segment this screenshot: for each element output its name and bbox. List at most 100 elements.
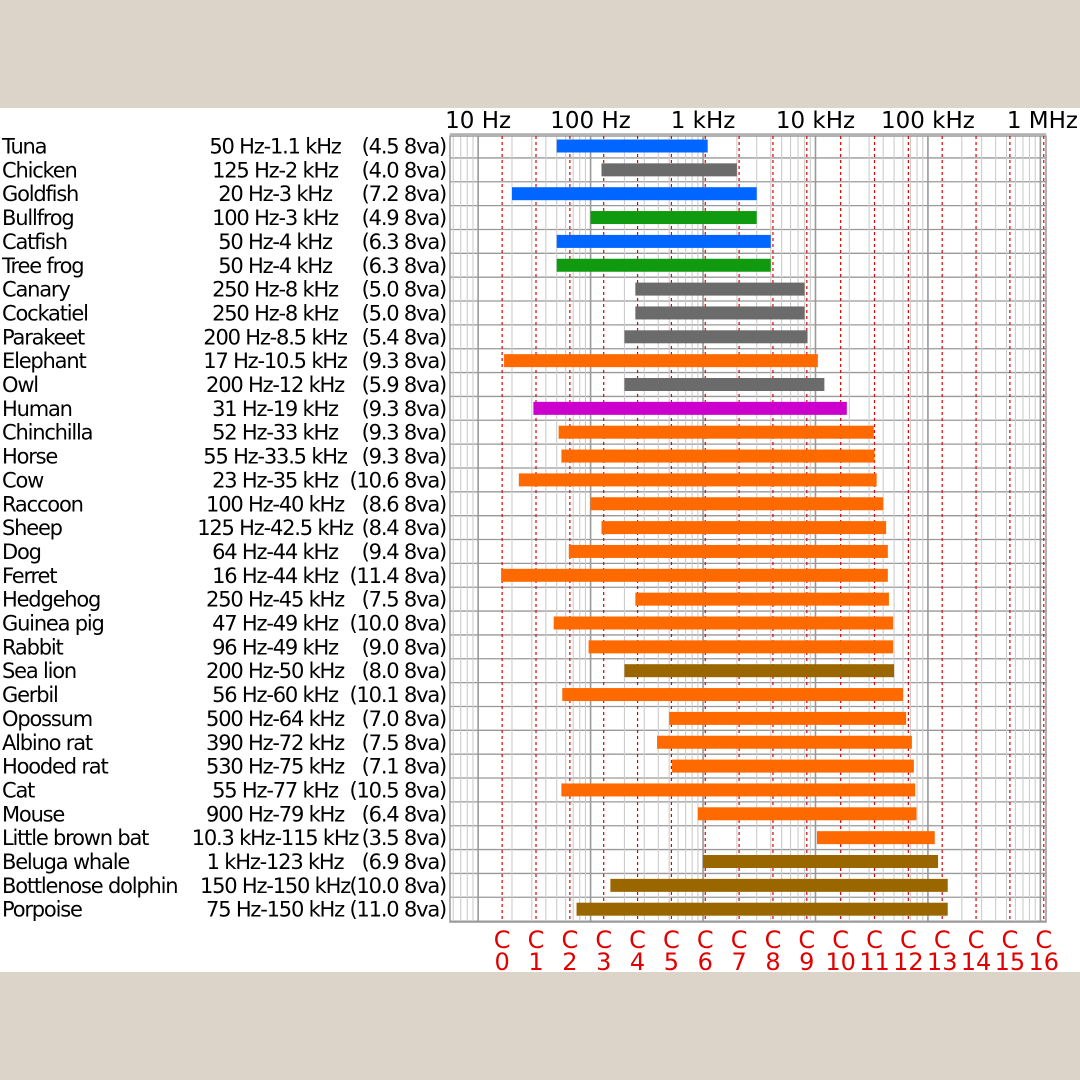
octave-note-letter: C	[968, 926, 985, 954]
range-label: 47 Hz-49 kHz	[212, 612, 339, 636]
animal-name: Elephant	[2, 349, 86, 373]
range-label: 1 kHz-123 kHz	[207, 850, 345, 874]
octave-count-label: (7.0 8va)	[362, 707, 446, 731]
animal-name: Gerbil	[2, 683, 58, 707]
octave-note-number: 9	[799, 948, 814, 972]
octave-note-number: 8	[765, 948, 780, 972]
animal-name: Cow	[2, 468, 44, 492]
octave-count-label: (6.9 8va)	[362, 850, 446, 874]
range-label: 17 Hz-10.5 kHz	[203, 349, 348, 373]
range-bar	[576, 902, 948, 916]
octave-count-label: (5.4 8va)	[362, 325, 446, 349]
octave-note-number: 13	[927, 948, 958, 972]
octave-note-number: 12	[893, 948, 924, 972]
octave-count-label: (11.0 8va)	[350, 898, 446, 922]
octave-note-number: 3	[596, 948, 611, 972]
octave-count-label: (9.0 8va)	[362, 635, 446, 659]
range-bar	[816, 831, 935, 845]
animal-name: Bullfrog	[2, 206, 74, 230]
animal-name: Little brown bat	[2, 826, 149, 850]
octave-count-label: (10.0 8va)	[350, 874, 446, 898]
octave-note-number: 0	[495, 948, 510, 972]
range-bar	[624, 378, 825, 391]
animal-name: Dog	[2, 540, 41, 564]
octave-note-letter: C	[900, 926, 917, 954]
octave-count-label: (8.6 8va)	[362, 492, 446, 516]
animal-name: Tuna	[1, 135, 46, 159]
octave-count-label: (4.0 8va)	[362, 158, 446, 182]
range-label: 250 Hz-8 kHz	[212, 278, 339, 302]
range-label: 200 Hz-50 kHz	[206, 659, 345, 683]
octave-note-letter: C	[1002, 926, 1019, 954]
range-bar	[533, 401, 847, 415]
octave-count-label: (3.5 8va)	[362, 826, 446, 850]
octave-count-label: (9.3 8va)	[362, 349, 446, 373]
x-tick-label: 10 kHz	[776, 108, 855, 134]
range-label: 100 Hz-3 kHz	[212, 206, 339, 230]
range-bar	[669, 711, 907, 725]
octave-note-number: 5	[664, 948, 679, 972]
x-tick-label: 100 kHz	[881, 108, 975, 134]
octave-note-letter: C	[934, 926, 951, 954]
octave-count-label: (10.1 8va)	[350, 683, 446, 707]
octave-count-label: (7.1 8va)	[362, 755, 446, 779]
range-label: 55 Hz-77 kHz	[212, 778, 339, 802]
octave-note-labels: C0C1C2C3C4C5C6C7C8C9C10C11C12C13C14C15C1…	[494, 926, 1059, 972]
octave-count-label: (5.9 8va)	[362, 373, 446, 397]
animal-name: Albino rat	[2, 731, 93, 755]
octave-note-number: 7	[731, 948, 746, 972]
octave-note-number: 2	[562, 948, 577, 972]
animal-name: Ferret	[2, 564, 57, 588]
range-bar	[601, 163, 737, 177]
octave-count-label: (10.0 8va)	[350, 612, 446, 636]
range-bar	[561, 449, 875, 463]
range-label: 50 Hz-1.1 kHz	[209, 135, 341, 159]
animal-name: Goldfish	[2, 182, 78, 206]
octave-note-number: 15	[995, 948, 1026, 972]
range-label: 23 Hz-35 kHz	[212, 468, 339, 492]
animal-name: Owl	[2, 373, 38, 397]
range-label: 125 Hz-2 kHz	[212, 158, 339, 182]
octave-note-letter: C	[765, 926, 782, 954]
animal-name: Cat	[2, 778, 35, 802]
octave-count-label: (5.0 8va)	[362, 278, 446, 302]
x-tick-label: 10 Hz	[445, 108, 511, 134]
range-bar	[624, 664, 895, 678]
octave-count-label: (11.4 8va)	[350, 564, 446, 588]
animal-name: Horse	[2, 445, 57, 469]
octave-count-label: (10.5 8va)	[350, 778, 446, 802]
range-bar	[588, 640, 894, 654]
octave-count-label: (4.5 8va)	[362, 135, 446, 159]
range-label: 530 Hz-75 kHz	[206, 755, 345, 779]
range-bar	[561, 783, 916, 797]
animal-name: Cockatiel	[2, 301, 88, 325]
range-label: 75 Hz-150 kHz	[206, 898, 345, 922]
range-bar	[601, 521, 887, 535]
octave-note-number: 11	[859, 948, 890, 972]
octave-count-label: (9.4 8va)	[362, 540, 446, 564]
range-label: 250 Hz-45 kHz	[206, 588, 345, 612]
range-label: 150 Hz-150 kHz	[200, 874, 351, 898]
range-label: 56 Hz-60 kHz	[212, 683, 339, 707]
octave-note-letter: C	[494, 926, 511, 954]
range-bar	[624, 330, 808, 344]
range-bars	[501, 139, 948, 916]
animal-name: Mouse	[2, 802, 64, 826]
octave-count-label: (6.4 8va)	[362, 802, 446, 826]
octave-count-label: (9.3 8va)	[362, 445, 446, 469]
range-label: 125 Hz-42.5 kHz	[197, 516, 354, 540]
range-label: 50 Hz-4 kHz	[218, 230, 333, 254]
animal-name: Bottlenose dolphin	[2, 874, 177, 898]
animal-name: Human	[2, 397, 72, 421]
octave-note-letter: C	[697, 926, 714, 954]
octave-note-number: 1	[528, 948, 543, 972]
octave-note-letter: C	[866, 926, 883, 954]
octave-note-letter: C	[595, 926, 612, 954]
octave-note-letter: C	[832, 926, 849, 954]
range-label: 50 Hz-4 kHz	[218, 254, 333, 278]
range-label: 55 Hz-33.5 kHz	[203, 445, 348, 469]
range-bar	[610, 878, 948, 892]
octave-note-number: 10	[825, 948, 856, 972]
octave-note-letter: C	[731, 926, 748, 954]
range-bar	[697, 807, 917, 821]
